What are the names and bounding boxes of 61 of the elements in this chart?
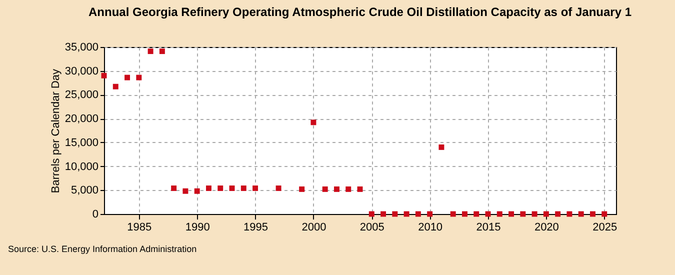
x-tick-label: 1995	[244, 222, 268, 234]
point	[101, 72, 107, 78]
point	[346, 186, 352, 192]
y-tick-label: 30,000	[64, 65, 98, 78]
x-tick-label: 2000	[302, 222, 326, 234]
point	[310, 120, 316, 126]
point	[438, 144, 444, 150]
point	[171, 185, 177, 191]
point	[415, 211, 421, 217]
point	[602, 211, 608, 217]
point	[240, 185, 246, 191]
point	[136, 74, 142, 80]
point	[159, 48, 165, 54]
point	[392, 211, 398, 217]
point	[357, 186, 363, 192]
point	[474, 211, 480, 217]
point	[496, 211, 502, 217]
point	[380, 211, 386, 217]
point	[112, 84, 118, 90]
y-axis-title: Barrels per Calendar Day	[50, 68, 62, 194]
point	[124, 74, 130, 80]
y-tick-label: 10,000	[64, 160, 98, 173]
point	[148, 48, 154, 54]
point	[229, 185, 235, 191]
point	[450, 211, 456, 217]
point	[322, 186, 328, 192]
point	[578, 211, 584, 217]
y-tick-label: 0	[92, 208, 98, 220]
source-note: Source: U.S. Energy Information Administration	[8, 244, 197, 254]
y-tick-label: 25,000	[64, 89, 98, 102]
x-tick-label: 2010	[418, 222, 443, 234]
chart-title: Annual Georgia Refinery Operating Atmospheric Crude Oil Distillation Capacity as of January 1	[88, 5, 632, 19]
point	[299, 186, 305, 192]
point	[543, 211, 549, 217]
point	[590, 211, 596, 217]
point	[566, 211, 572, 217]
point	[555, 211, 561, 217]
point	[206, 185, 212, 191]
point	[532, 211, 538, 217]
y-tick-label: 20,000	[64, 113, 98, 126]
x-tick-label: 2020	[534, 222, 559, 234]
x-tick-label: 2025	[592, 222, 618, 234]
x-tick-label: 1990	[185, 222, 210, 234]
point	[276, 185, 282, 191]
point	[520, 211, 526, 217]
x-tick-label: 2015	[476, 222, 501, 234]
point	[334, 186, 340, 192]
point	[368, 211, 374, 217]
y-tick-label: 35,000	[64, 42, 98, 54]
point	[508, 211, 514, 217]
x-tick-label: 1985	[127, 222, 152, 234]
y-tick-label: 15,000	[64, 136, 98, 149]
point	[218, 185, 224, 191]
point	[182, 188, 188, 194]
point	[462, 211, 468, 217]
x-tick-label: 2005	[360, 222, 384, 234]
point	[252, 185, 258, 191]
point	[194, 188, 200, 194]
point	[427, 211, 433, 217]
y-tick-label: 5,000	[70, 184, 98, 197]
point	[404, 211, 410, 217]
